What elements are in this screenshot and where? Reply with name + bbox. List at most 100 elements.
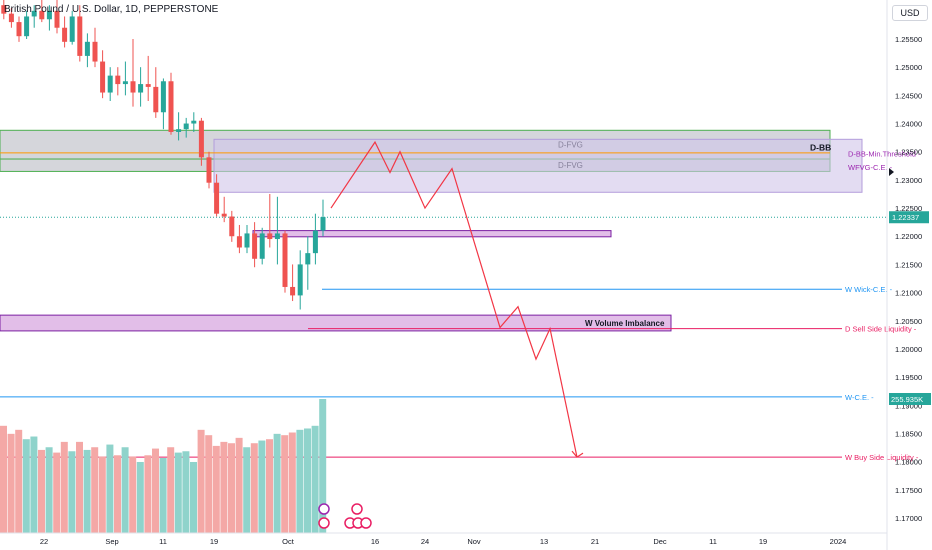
candle-body bbox=[115, 75, 121, 85]
projection-path bbox=[330, 140, 578, 458]
x-tick-label: 2024 bbox=[830, 537, 847, 546]
volume-bar bbox=[266, 439, 273, 533]
candle-body bbox=[297, 264, 303, 296]
level-label: D-BB bbox=[810, 143, 831, 153]
y-tick-label: 1.18500 bbox=[895, 429, 922, 438]
y-tick-label: 1.17000 bbox=[895, 514, 922, 523]
volume-bar bbox=[106, 444, 114, 533]
candle-body bbox=[145, 84, 151, 87]
candle-body bbox=[84, 41, 90, 56]
y-tick-label: 1.17500 bbox=[895, 486, 922, 495]
volume-bar bbox=[159, 457, 167, 533]
volume-bar bbox=[243, 447, 251, 533]
zone-box bbox=[213, 138, 863, 193]
y-tick-label: 1.22500 bbox=[895, 204, 922, 213]
level-label: WFVG-C.E. - bbox=[848, 163, 893, 172]
candle-body bbox=[267, 233, 273, 240]
volume-bar bbox=[174, 452, 182, 533]
volume-bar bbox=[68, 451, 76, 533]
candle-body bbox=[100, 61, 106, 93]
y-tick-label: 1.23000 bbox=[895, 176, 922, 185]
y-tick-label: 1.19000 bbox=[895, 401, 922, 410]
event-icon[interactable] bbox=[351, 503, 363, 515]
volume-bar bbox=[136, 461, 144, 533]
volume-bar bbox=[182, 451, 190, 533]
last-price-label: 1.22337 bbox=[892, 213, 919, 222]
candle-body bbox=[39, 10, 45, 20]
level-label: W Buy Side Liquidity - bbox=[845, 453, 919, 462]
volume-bar bbox=[83, 449, 91, 533]
volume-bar bbox=[30, 436, 38, 533]
x-tick-label: Sep bbox=[105, 537, 118, 546]
x-tick-label: Oct bbox=[282, 537, 295, 546]
candle-body bbox=[259, 233, 265, 259]
candle-body bbox=[16, 22, 22, 37]
candle-body bbox=[198, 120, 204, 158]
volume-bar bbox=[281, 435, 289, 533]
volume-bar bbox=[258, 440, 266, 533]
candle-body bbox=[221, 213, 227, 217]
candle-body bbox=[77, 16, 83, 56]
candle-body bbox=[160, 81, 166, 113]
candle-body bbox=[320, 217, 326, 231]
volume-bar bbox=[288, 432, 296, 533]
x-tick-label: 19 bbox=[210, 537, 218, 546]
level-label: W Wick-C.E. - bbox=[845, 285, 893, 294]
volume-bar bbox=[53, 452, 61, 533]
volume-bar bbox=[76, 441, 83, 533]
volume-bar bbox=[7, 433, 15, 533]
candle-body bbox=[282, 233, 288, 287]
candle-body bbox=[122, 81, 128, 85]
candle-body bbox=[62, 27, 68, 42]
event-icon[interactable] bbox=[360, 517, 372, 529]
volume-bar bbox=[190, 461, 197, 533]
volume-bar bbox=[273, 433, 281, 533]
candle-body bbox=[290, 286, 296, 296]
candle-body bbox=[305, 253, 311, 265]
volume-bar bbox=[114, 455, 121, 533]
candle-body bbox=[46, 10, 52, 20]
x-tick-label: 22 bbox=[40, 537, 48, 546]
volume-bar bbox=[91, 447, 99, 533]
volume-bar bbox=[98, 456, 106, 533]
level-label: W-C.E. - bbox=[845, 393, 874, 402]
candle-body bbox=[191, 120, 197, 124]
volume-bar bbox=[235, 437, 243, 533]
candle-body bbox=[92, 41, 98, 62]
volume-bar bbox=[296, 429, 304, 533]
volume-bar bbox=[45, 447, 53, 533]
candle-body bbox=[69, 16, 75, 42]
candle-body bbox=[244, 233, 250, 248]
zone-box bbox=[252, 230, 612, 238]
y-tick-label: 1.22000 bbox=[895, 232, 922, 241]
candle-body bbox=[31, 10, 37, 17]
last-price-tag bbox=[889, 211, 929, 224]
x-tick-label: 13 bbox=[540, 537, 548, 546]
y-tick-label: 1.25500 bbox=[895, 35, 922, 44]
currency-button[interactable]: USD bbox=[892, 5, 928, 21]
y-tick-label: 1.20500 bbox=[895, 317, 922, 326]
candle-body bbox=[274, 233, 280, 240]
y-tick-label: 1.23500 bbox=[895, 148, 922, 157]
x-tick-label: Dec bbox=[653, 537, 667, 546]
volume-bar bbox=[167, 447, 175, 533]
candle-body bbox=[107, 75, 113, 93]
candle-body bbox=[176, 129, 182, 132]
event-icon[interactable] bbox=[318, 517, 330, 529]
candle-body bbox=[1, 5, 7, 14]
candle-body bbox=[236, 236, 242, 248]
volume-bar bbox=[152, 448, 159, 533]
candle-body bbox=[54, 10, 60, 28]
volume-bar bbox=[212, 445, 220, 533]
level-label: D-BB-Min.Threshold - bbox=[848, 149, 921, 158]
y-tick-label: 1.20000 bbox=[895, 345, 922, 354]
event-icon[interactable] bbox=[318, 503, 330, 515]
zone-box bbox=[0, 314, 672, 332]
y-tick-label: 1.19500 bbox=[895, 373, 922, 382]
volume-bar bbox=[144, 455, 152, 533]
volume-bar bbox=[129, 456, 137, 533]
x-tick-label: Nov bbox=[467, 537, 481, 546]
x-tick-label: 24 bbox=[421, 537, 429, 546]
